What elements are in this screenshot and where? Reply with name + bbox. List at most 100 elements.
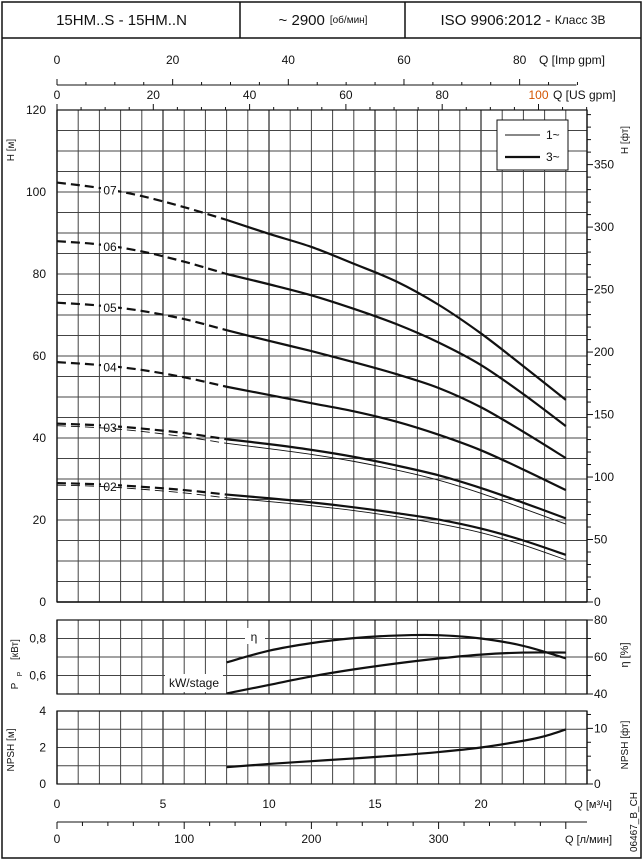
npsh-grid-border [56,710,588,785]
head-curve-07-dashed [56,181,227,221]
head-curve-02-3ph [226,493,567,556]
curve-label-bg [101,301,118,315]
h-ft-tick-label: 250 [594,283,614,297]
h-ft-tick-label: 150 [594,408,614,422]
head-curve-03-1ph [226,442,566,525]
curve-label-bg [101,360,118,374]
h-ft-tick-label: 200 [594,345,614,359]
head-curve-07-3ph [226,218,567,401]
curve-label-bg [101,183,118,197]
header-speed: ~ 2900 [об/мин] [241,3,405,37]
q-m3h-tick-label: 10 [262,797,276,811]
q-m3h-tick-label: 5 [160,797,167,811]
npsh-m-tick-label: 0 [39,777,46,791]
q-lmin-tick-label: 300 [429,832,449,846]
npsh-ft-tick-label: 10 [594,721,608,735]
power-axis-subscript: P [17,671,24,676]
us-gpm-tick-label: 40 [243,88,257,102]
curve-label-05: 05 [103,301,117,315]
h-m-tick-label: 20 [33,513,47,527]
standard-name: ISO 9906:2012 [440,11,542,29]
head-curve-03-dashed [56,422,227,441]
h-ft-tick-label: 300 [594,220,614,234]
npsh-m-axis-label: NPSH [м] [6,728,17,771]
curve-label-bg [101,420,118,434]
header-model: 15HM..S - 15HM..N [3,3,240,37]
standard-class: Класс 3B [554,13,606,27]
us-gpm-tick-label: 20 [147,88,161,102]
curve-label-07: 07 [103,183,117,197]
h-ft-tick-label: 100 [594,470,614,484]
eta-axis-label: η [%] [619,642,631,667]
model-name: 15HM..S - 15HM..N [56,11,187,29]
head-curve-06-dashed [56,240,227,276]
curve-label-bg [101,479,118,493]
power-label-bg [165,674,223,692]
h-ft-axis-label: H [фт] [619,126,631,154]
power-curve-label: kW/stage [169,676,219,690]
us-gpm-tick-label: 80 [436,88,450,102]
imp-gpm-tick-label: 40 [282,53,296,67]
power-tick-label: 0,8 [29,632,46,646]
npsh-ft-tick-label: 0 [594,777,601,791]
curve-label-bg [101,239,118,253]
imp-gpm-tick-label: 0 [54,53,61,67]
h-m-tick-label: 0 [39,595,46,609]
us-gpm-tick-label: 100 [528,88,548,102]
imp-gpm-axis-label: Q [Imp gpm] [539,53,605,67]
head-curve-02-1ph [226,497,566,561]
npsh-curve [226,728,567,769]
power-curve [226,651,566,695]
h-ft-tick-label: 0 [594,595,601,609]
h-m-tick-label: 120 [26,103,46,117]
q-m3h-tick-label: 15 [368,797,382,811]
us-gpm-axis-label: Q [US gpm] [553,88,616,102]
eta-label-bg [245,628,265,644]
npsh-m-tick-label: 2 [39,741,46,755]
imp-gpm-tick-label: 80 [513,53,527,67]
q-m3h-tick-label: 0 [54,797,61,811]
head-curve-04-dashed [56,361,227,388]
power-axis-unit: [кВт] [10,639,21,660]
q-lmin-tick-label: 200 [301,832,321,846]
npsh-ft-axis-label: NPSH [фт] [619,720,631,769]
eta-tick-label: 60 [594,650,608,664]
q-m3h-axis-label: Q [м³/ч] [574,799,612,811]
efficiency-curve-label: η [251,630,258,644]
power-axis-label: P [10,682,21,689]
curve-label-04: 04 [103,360,117,374]
efficiency-curve [226,633,567,664]
q-lmin-tick-label: 0 [54,832,61,846]
us-gpm-tick-label: 0 [54,88,61,102]
h-m-tick-label: 40 [33,431,47,445]
q-m3h-tick-label: 20 [474,797,488,811]
head-curve-05-3ph [226,329,567,460]
head-curve-02-dashed [56,482,227,496]
drawing-code: 06467_B_CH [629,792,640,852]
curve-label-03: 03 [103,421,117,435]
speed-unit: [об/мин] [329,14,368,26]
head-curve-03-dashed [56,425,227,444]
head-curve-04-3ph [226,385,567,492]
head-curve-06-3ph [226,272,567,427]
head-curve-03-3ph [226,438,567,520]
imp-gpm-tick-label: 20 [166,53,180,67]
power-tick-label: 0,6 [29,669,46,683]
head-curve-05-dashed [56,301,227,332]
legend-label: 1~ [546,128,560,142]
h-ft-tick-label: 350 [594,158,614,172]
h-m-axis-label: H [м] [6,139,17,162]
header-standard: ISO 9906:2012 - Класс 3B [406,3,640,37]
h-ft-tick-label: 50 [594,533,608,547]
head-curve-02-dashed [56,484,227,499]
curve-label-02: 02 [103,480,117,494]
curve-label-06: 06 [103,240,117,254]
imp-gpm-tick-label: 60 [397,53,411,67]
q-lmin-axis-label: Q [л/мин] [565,834,612,846]
standard-separator: - [541,11,555,29]
q-lmin-tick-label: 100 [174,832,194,846]
us-gpm-tick-label: 60 [339,88,353,102]
